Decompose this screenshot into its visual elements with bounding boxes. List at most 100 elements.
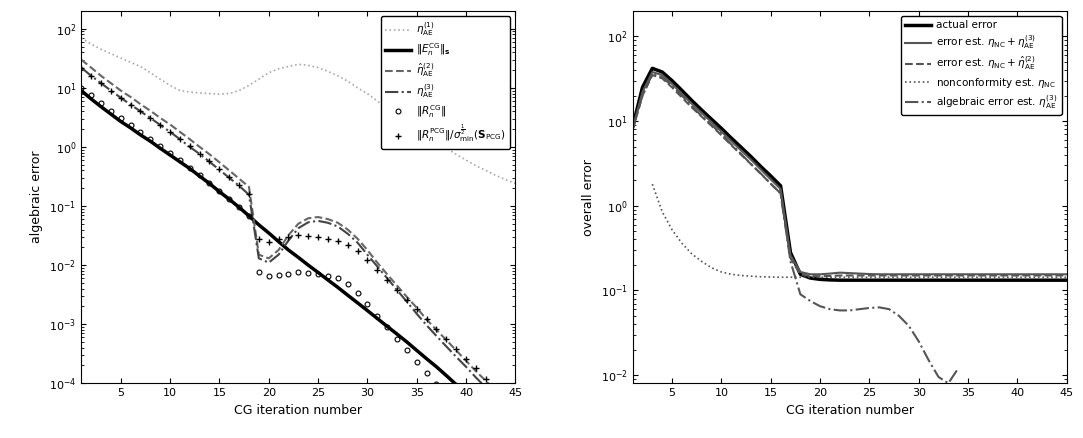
error est. $\eta_{\mathrm{NC}}+\hat{\eta}_{\mathrm{AE}}^{(2)}$ bbox=[626, 127, 639, 133]
error est. $\eta_{\mathrm{NC}}+\hat{\eta}_{\mathrm{AE}}^{(2)}$ bbox=[784, 256, 797, 261]
error est. $\eta_{\mathrm{NC}}+\hat{\eta}_{\mathrm{AE}}^{(2)}$ bbox=[892, 273, 905, 278]
algebraic error est. $\eta_{\mathrm{AE}}^{(3)}$ bbox=[725, 142, 738, 147]
$\eta_{\mathrm{AE}}^{(1)}$ bbox=[223, 91, 236, 96]
error est. $\eta_{\mathrm{NC}}+\eta_{\mathrm{AE}}^{(3)}$ bbox=[823, 271, 836, 276]
$\|E_n^{\mathrm{CG}}\|_{\mathbf{s}}$ bbox=[420, 356, 433, 361]
$\|E_n^{\mathrm{CG}}\|_{\mathbf{s}}$ bbox=[134, 132, 147, 138]
$\eta_{\mathrm{AE}}^{(1)}$ bbox=[351, 85, 364, 91]
$\hat{\eta}_{\mathrm{AE}}^{(2)}$ bbox=[262, 256, 275, 261]
$\eta_{\mathrm{AE}}^{(1)}$ bbox=[420, 132, 433, 138]
algebraic error est. $\eta_{\mathrm{AE}}^{(3)}$ bbox=[734, 151, 747, 156]
$\|R_n^{\mathrm{CG}}\|$ bbox=[154, 144, 167, 149]
$\|R_n^{\mathrm{PCG}}\|/\sigma_{\mathrm{min}}^{\frac{1}{2}}(\mathbf{S}_{\mathrm{PCG}})$ bbox=[322, 236, 335, 241]
$\|R_n^{\mathrm{PCG}}\|/\sigma_{\mathrm{min}}^{\frac{1}{2}}(\mathbf{S}_{\mathrm{PCG}})$ bbox=[262, 239, 275, 244]
error est. $\eta_{\mathrm{NC}}+\hat{\eta}_{\mathrm{AE}}^{(2)}$ bbox=[981, 273, 994, 278]
$\|E_n^{\mathrm{CG}}\|_{\mathbf{s}}$ bbox=[370, 316, 383, 321]
$\eta_{\mathrm{AE}}^{(1)}$ bbox=[104, 51, 117, 56]
$\hat{\eta}_{\mathrm{AE}}^{(2)}$ bbox=[183, 137, 196, 142]
$\eta_{\mathrm{AE}}^{(1)}$ bbox=[499, 177, 512, 182]
actual error bbox=[823, 277, 836, 283]
$\eta_{\mathrm{AE}}^{(3)}$ bbox=[173, 137, 186, 142]
algebraic error est. $\eta_{\mathrm{AE}}^{(3)}$ bbox=[666, 83, 679, 88]
error est. $\eta_{\mathrm{NC}}+\eta_{\mathrm{AE}}^{(3)}$ bbox=[1010, 272, 1023, 277]
algebraic error est. $\eta_{\mathrm{AE}}^{(3)}$ bbox=[755, 171, 768, 176]
$\eta_{\mathrm{AE}}^{(3)}$ bbox=[291, 226, 304, 231]
error est. $\eta_{\mathrm{NC}}+\hat{\eta}_{\mathrm{AE}}^{(2)}$ bbox=[833, 273, 846, 278]
nonconformity est. $\eta_{\mathrm{NC}}$ bbox=[1021, 275, 1034, 280]
error est. $\eta_{\mathrm{NC}}+\eta_{\mathrm{AE}}^{(3)}$ bbox=[892, 272, 905, 277]
$\|R_n^{\mathrm{CG}}\|$ bbox=[223, 196, 236, 201]
$\eta_{\mathrm{AE}}^{(1)}$ bbox=[243, 83, 256, 88]
error est. $\eta_{\mathrm{NC}}+\hat{\eta}_{\mathrm{AE}}^{(2)}$ bbox=[1051, 273, 1064, 278]
$\eta_{\mathrm{AE}}^{(3)}$ bbox=[499, 404, 512, 410]
$\eta_{\mathrm{AE}}^{(3)}$ bbox=[440, 344, 453, 349]
$\|E_n^{\mathrm{CG}}\|_{\mathbf{s}}$ bbox=[302, 262, 315, 268]
$\hat{\eta}_{\mathrm{AE}}^{(2)}$ bbox=[154, 115, 167, 120]
error est. $\eta_{\mathrm{NC}}+\hat{\eta}_{\mathrm{AE}}^{(2)}$ bbox=[823, 273, 836, 279]
algebraic error est. $\eta_{\mathrm{AE}}^{(3)}$ bbox=[744, 162, 757, 167]
X-axis label: CG iteration number: CG iteration number bbox=[785, 404, 914, 417]
actual error bbox=[813, 277, 826, 282]
$\hat{\eta}_{\mathrm{AE}}^{(2)}$ bbox=[272, 247, 285, 253]
algebraic error est. $\eta_{\mathrm{AE}}^{(3)}$ bbox=[912, 339, 925, 344]
$\hat{\eta}_{\mathrm{AE}}^{(2)}$ bbox=[469, 368, 482, 374]
$\|R_n^{\mathrm{PCG}}\|/\sigma_{\mathrm{min}}^{\frac{1}{2}}(\mathbf{S}_{\mathrm{PCG}})$ bbox=[380, 277, 393, 283]
nonconformity est. $\eta_{\mathrm{NC}}$ bbox=[922, 275, 935, 280]
$\|R_n^{\mathrm{PCG}}\|/\sigma_{\mathrm{min}}^{\frac{1}{2}}(\mathbf{S}_{\mathrm{PCG}})$ bbox=[203, 159, 216, 164]
nonconformity est. $\eta_{\mathrm{NC}}$ bbox=[902, 275, 915, 280]
$\eta_{\mathrm{AE}}^{(3)}$ bbox=[420, 322, 433, 328]
error est. $\eta_{\mathrm{NC}}+\hat{\eta}_{\mathrm{AE}}^{(2)}$ bbox=[844, 273, 857, 278]
$\|E_n^{\mathrm{CG}}\|_{\mathbf{s}}$ bbox=[331, 285, 344, 290]
nonconformity est. $\eta_{\mathrm{NC}}$ bbox=[833, 275, 846, 280]
nonconformity est. $\eta_{\mathrm{NC}}$ bbox=[784, 275, 797, 280]
error est. $\eta_{\mathrm{NC}}+\eta_{\mathrm{AE}}^{(3)}$ bbox=[655, 72, 668, 78]
nonconformity est. $\eta_{\mathrm{NC}}$ bbox=[1041, 275, 1054, 280]
error est. $\eta_{\mathrm{NC}}+\hat{\eta}_{\mathrm{AE}}^{(2)}$ bbox=[853, 273, 866, 278]
actual error bbox=[971, 278, 984, 283]
actual error bbox=[676, 88, 689, 93]
nonconformity est. $\eta_{\mathrm{NC}}$ bbox=[686, 251, 699, 257]
$\|E_n^{\mathrm{CG}}\|_{\mathbf{s}}$ bbox=[291, 255, 304, 260]
algebraic error est. $\eta_{\mathrm{AE}}^{(3)}$ bbox=[705, 122, 718, 127]
algebraic error est. $\eta_{\mathrm{AE}}^{(3)}$ bbox=[952, 366, 965, 371]
actual error bbox=[655, 69, 668, 74]
nonconformity est. $\eta_{\mathrm{NC}}$ bbox=[981, 275, 994, 280]
$\|E_n^{\mathrm{CG}}\|_{\mathbf{s}}$ bbox=[243, 213, 256, 219]
X-axis label: CG iteration number: CG iteration number bbox=[234, 404, 363, 417]
nonconformity est. $\eta_{\mathrm{NC}}$ bbox=[971, 275, 984, 280]
nonconformity est. $\eta_{\mathrm{NC}}$ bbox=[813, 275, 826, 280]
$\eta_{\mathrm{AE}}^{(1)}$ bbox=[282, 64, 295, 69]
$\hat{\eta}_{\mathrm{AE}}^{(2)}$ bbox=[282, 233, 295, 238]
error est. $\eta_{\mathrm{NC}}+\hat{\eta}_{\mathrm{AE}}^{(2)}$ bbox=[715, 133, 728, 138]
nonconformity est. $\eta_{\mathrm{NC}}$ bbox=[715, 269, 728, 275]
algebraic error est. $\eta_{\mathrm{AE}}^{(3)}$ bbox=[813, 304, 826, 309]
$\|R_n^{\mathrm{CG}}\|$ bbox=[262, 273, 275, 279]
$\|R_n^{\mathrm{PCG}}\|/\sigma_{\mathrm{min}}^{\frac{1}{2}}(\mathbf{S}_{\mathrm{PCG}})$ bbox=[401, 297, 414, 302]
$\|R_n^{\mathrm{CG}}\|$ bbox=[272, 272, 285, 278]
$\eta_{\mathrm{AE}}^{(1)}$ bbox=[193, 90, 206, 95]
error est. $\eta_{\mathrm{NC}}+\eta_{\mathrm{AE}}^{(3)}$ bbox=[942, 272, 955, 277]
$\hat{\eta}_{\mathrm{AE}}^{(2)}$ bbox=[302, 215, 315, 221]
$\|E_n^{\mathrm{CG}}\|_{\mathbf{s}}$ bbox=[282, 247, 295, 253]
error est. $\eta_{\mathrm{NC}}+\hat{\eta}_{\mathrm{AE}}^{(2)}$ bbox=[794, 272, 807, 277]
error est. $\eta_{\mathrm{NC}}+\eta_{\mathrm{AE}}^{(3)}$ bbox=[1021, 272, 1034, 277]
algebraic error est. $\eta_{\mathrm{AE}}^{(3)}$ bbox=[902, 323, 915, 328]
error est. $\eta_{\mathrm{NC}}+\eta_{\mathrm{AE}}^{(3)}$ bbox=[725, 138, 738, 144]
nonconformity est. $\eta_{\mathrm{NC}}$ bbox=[695, 259, 708, 264]
$\eta_{\mathrm{AE}}^{(3)}$ bbox=[223, 175, 236, 180]
$\|R_n^{\mathrm{PCG}}\|/\sigma_{\mathrm{min}}^{\frac{1}{2}}(\mathbf{S}_{\mathrm{PCG}})$ bbox=[164, 130, 177, 135]
error est. $\eta_{\mathrm{NC}}+\eta_{\mathrm{AE}}^{(3)}$ bbox=[902, 272, 915, 277]
$\|R_n^{\mathrm{CG}}\|$ bbox=[302, 271, 315, 276]
nonconformity est. $\eta_{\mathrm{NC}}$ bbox=[1060, 275, 1073, 280]
nonconformity est. $\eta_{\mathrm{NC}}$ bbox=[912, 275, 925, 280]
error est. $\eta_{\mathrm{NC}}+\eta_{\mathrm{AE}}^{(3)}$ bbox=[981, 272, 994, 277]
algebraic error est. $\eta_{\mathrm{AE}}^{(3)}$ bbox=[853, 307, 866, 312]
$\|E_n^{\mathrm{CG}}\|_{\mathbf{s}}$ bbox=[125, 125, 138, 131]
Line: algebraic error est. $\eta_{\mathrm{AE}}^{(3)}$: algebraic error est. $\eta_{\mathrm{AE}}… bbox=[632, 74, 958, 383]
$\eta_{\mathrm{AE}}^{(3)}$ bbox=[410, 311, 423, 316]
$\hat{\eta}_{\mathrm{AE}}^{(2)}$ bbox=[173, 129, 186, 134]
$\eta_{\mathrm{AE}}^{(3)}$ bbox=[125, 102, 138, 107]
$\|R_n^{\mathrm{PCG}}\|/\sigma_{\mathrm{min}}^{\frac{1}{2}}(\mathbf{S}_{\mathrm{PCG}})$ bbox=[75, 65, 88, 70]
Line: $\|R_n^{\mathrm{PCG}}\|/\sigma_{\mathrm{min}}^{\frac{1}{2}}(\mathbf{S}_{\mathrm{PCG}})$: $\|R_n^{\mathrm{PCG}}\|/\sigma_{\mathrm{… bbox=[78, 64, 519, 409]
error est. $\eta_{\mathrm{NC}}+\eta_{\mathrm{AE}}^{(3)}$ bbox=[873, 272, 886, 277]
